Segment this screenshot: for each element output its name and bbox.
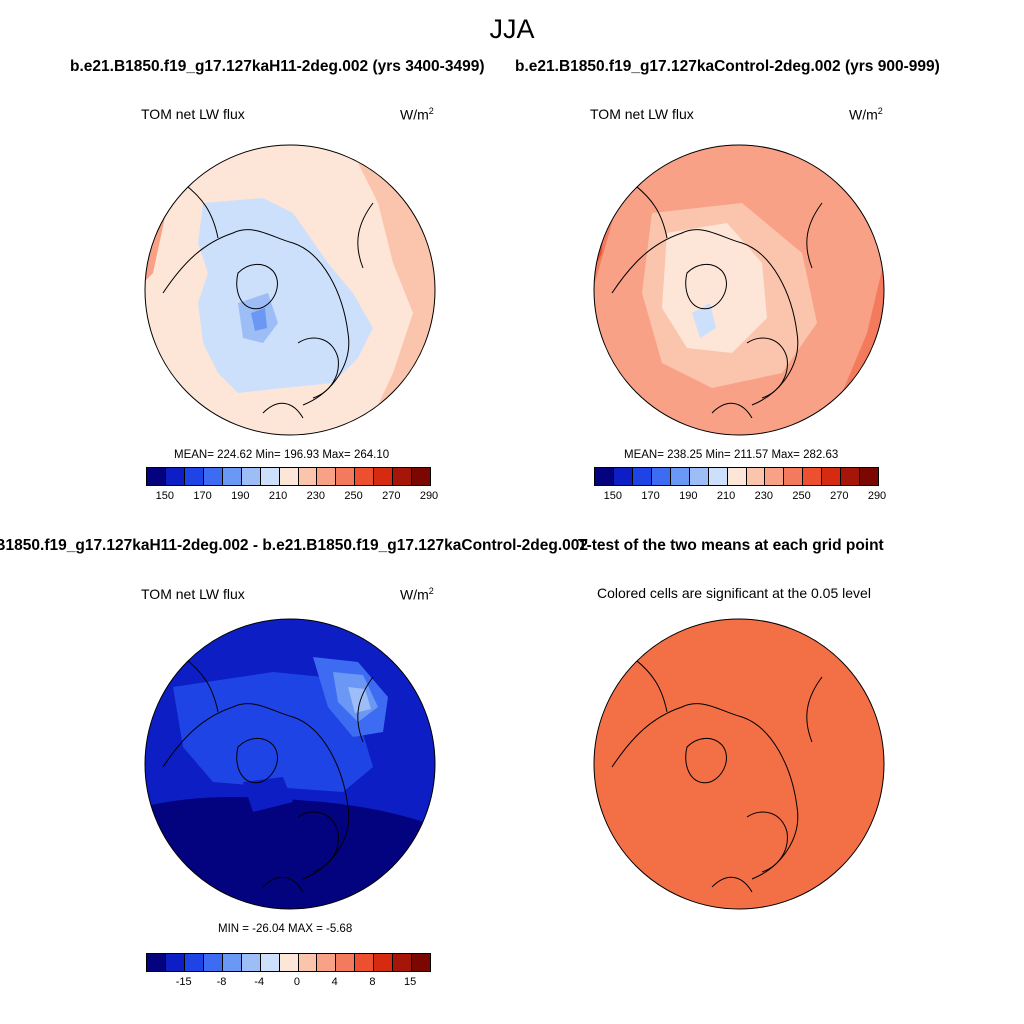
colorbar-swatch <box>298 468 318 485</box>
colorbar-swatch <box>260 468 280 485</box>
colorbar-tick-label: 250 <box>344 490 363 502</box>
colorbar-swatch <box>317 468 337 485</box>
colorbar-swatch <box>393 954 413 971</box>
colorbar-swatch <box>203 954 223 971</box>
variable-label-difference: TOM net LW flux <box>141 586 245 602</box>
stats-h11: MEAN= 224.62 Min= 196.93 Max= 264.10 <box>174 449 390 461</box>
colorbar-control <box>594 467 879 486</box>
colorbar-swatch <box>632 468 652 485</box>
variable-label-control: TOM net LW flux <box>590 106 694 122</box>
colorbar-swatch <box>412 954 431 971</box>
colorbar-tick-label: -8 <box>216 976 227 988</box>
colorbar-tick-label: 230 <box>306 490 325 502</box>
colorbar-swatch <box>222 954 242 971</box>
colorbar-swatch <box>746 468 766 485</box>
colorbar-swatch <box>613 468 633 485</box>
colorbar-swatch <box>336 954 356 971</box>
panel-title-control: b.e21.B1850.f19_g17.127kaControl-2deg.00… <box>515 58 940 75</box>
colorbar-tick-label: 210 <box>716 490 736 502</box>
colorbar-swatch <box>165 468 185 485</box>
units-label-control: W/m2 <box>849 106 883 123</box>
colorbar-swatch <box>336 468 356 485</box>
colorbar-tick-label: 150 <box>603 490 623 502</box>
colorbar-tick-label: 0 <box>293 976 300 988</box>
colorbar-swatch <box>241 954 261 971</box>
colorbar-h11 <box>146 467 431 486</box>
colorbar-tick-label: 170 <box>193 490 212 502</box>
colorbar-swatch <box>355 954 375 971</box>
polar-map-difference <box>144 618 436 910</box>
colorbar-swatch <box>670 468 690 485</box>
colorbar-tick-label: 250 <box>792 490 811 502</box>
polar-map-h11 <box>144 144 436 436</box>
colorbar-swatch <box>317 954 337 971</box>
colorbar-swatch <box>279 468 299 485</box>
colorbar-swatch <box>355 468 375 485</box>
colorbar-swatch <box>708 468 728 485</box>
colorbar-swatch <box>860 468 879 485</box>
colorbar-swatch <box>260 954 280 971</box>
colorbar-tick-label: 190 <box>679 490 698 502</box>
colorbar-swatch <box>241 468 261 485</box>
ttest-subtitle: Colored cells are significant at the 0.0… <box>597 585 871 601</box>
colorbar-tick-label: 230 <box>754 490 773 502</box>
panel-title-h11: b.e21.B1850.f19_g17.127kaH11-2deg.002 (y… <box>70 58 485 75</box>
colorbar-swatch <box>689 468 709 485</box>
colorbar-swatch <box>165 954 185 971</box>
colorbar-swatch <box>184 468 204 485</box>
colorbar-swatch <box>651 468 671 485</box>
colorbar-swatch <box>412 468 431 485</box>
colorbar-tick-label: 290 <box>867 490 887 502</box>
polar-map-control <box>593 144 885 436</box>
units-label-difference: W/m2 <box>400 586 434 603</box>
figure-title: JJA <box>489 14 535 44</box>
colorbar-swatch <box>822 468 842 485</box>
colorbar-tick-label: 170 <box>641 490 660 502</box>
panel-title-difference: b.e21.B1850.f19_g17.127kaH11-2deg.002 - … <box>0 537 588 554</box>
colorbar-swatch <box>841 468 861 485</box>
stats-difference: MIN = -26.04 MAX = -5.68 <box>218 923 353 935</box>
colorbar-tick-label: 190 <box>231 490 250 502</box>
colorbar-tick-label: 210 <box>268 490 288 502</box>
colorbar-swatch <box>374 468 394 485</box>
stats-control: MEAN= 238.25 Min= 211.57 Max= 282.63 <box>624 449 839 461</box>
colorbar-tick-label: 270 <box>830 490 849 502</box>
colorbar-tick-label: 8 <box>369 976 376 988</box>
colorbar-swatch <box>184 954 204 971</box>
colorbar-tick-label: 270 <box>382 490 401 502</box>
colorbar-swatch <box>784 468 804 485</box>
colorbar-tick-label: 15 <box>404 976 417 988</box>
colorbar-difference <box>146 953 431 972</box>
colorbar-swatch <box>393 468 413 485</box>
colorbar-swatch <box>595 468 614 485</box>
panel-title-ttest: T-test of the two means at each grid poi… <box>578 537 884 554</box>
colorbar-swatch <box>374 954 394 971</box>
colorbar-swatch <box>147 954 166 971</box>
colorbar-swatch <box>203 468 223 485</box>
colorbar-swatch <box>147 468 166 485</box>
colorbar-tick-label: -15 <box>175 976 192 988</box>
colorbar-swatch <box>279 954 299 971</box>
colorbar-tick-label: 4 <box>331 976 338 988</box>
units-label-h11: W/m2 <box>400 106 434 123</box>
colorbar-tick-label: 290 <box>419 490 439 502</box>
colorbar-swatch <box>803 468 823 485</box>
colorbar-swatch <box>222 468 242 485</box>
colorbar-swatch <box>298 954 318 971</box>
colorbar-tick-label: 150 <box>155 490 175 502</box>
colorbar-tick-label: -4 <box>254 976 265 988</box>
colorbar-swatch <box>765 468 785 485</box>
polar-map-ttest <box>593 618 885 910</box>
variable-label-h11: TOM net LW flux <box>141 106 245 122</box>
colorbar-swatch <box>727 468 747 485</box>
